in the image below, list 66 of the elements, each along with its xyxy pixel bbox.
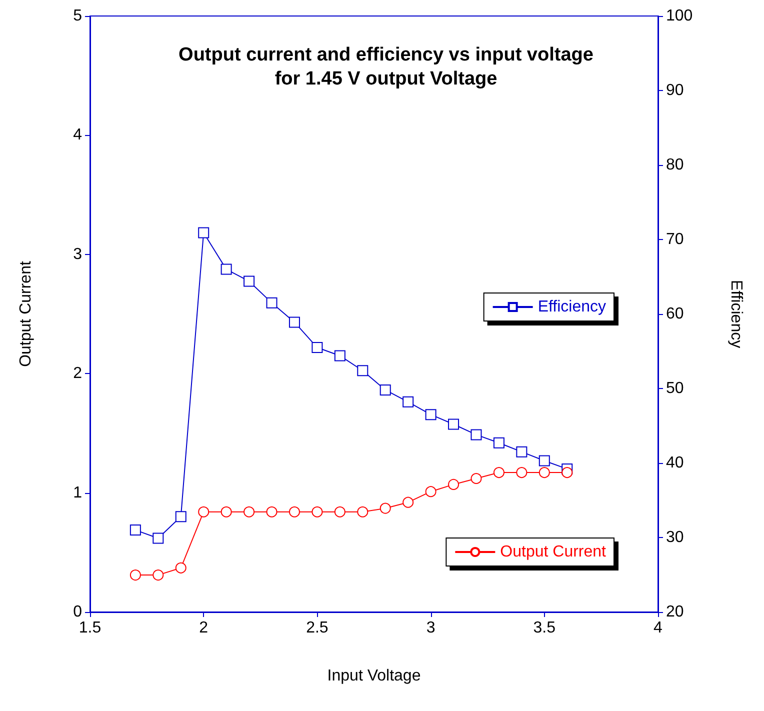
x-tick-label: 3 <box>426 620 436 636</box>
point <box>288 506 300 518</box>
y-tick-label: 2 <box>73 365 82 382</box>
point <box>380 384 391 396</box>
point <box>357 506 368 518</box>
y-tick-label: 5 <box>73 8 82 24</box>
y-tick-label: 4 <box>73 126 82 144</box>
point <box>198 227 210 238</box>
point <box>266 506 278 518</box>
point <box>175 562 186 574</box>
point <box>220 264 232 275</box>
y2-axis-title: Efficiency <box>728 280 744 348</box>
point <box>425 486 436 498</box>
point <box>493 467 504 478</box>
point <box>130 570 141 581</box>
y-tick-label: 3 <box>73 246 82 263</box>
point <box>538 467 550 478</box>
point <box>152 532 164 544</box>
y2-tick-label: 20 <box>666 604 684 620</box>
y-tick-label: 1 <box>73 484 82 502</box>
y2-tick-label: 40 <box>666 454 684 472</box>
x-tick-label: 1.5 <box>78 620 102 636</box>
y2-tick-label: 50 <box>666 380 684 397</box>
x-tick-label: 4 <box>654 620 663 636</box>
point <box>516 467 528 478</box>
point <box>516 446 528 458</box>
point <box>425 409 436 420</box>
point <box>448 418 460 430</box>
point <box>152 570 164 581</box>
y-tick-label: 0 <box>73 604 82 620</box>
legend-label: Output Current <box>500 544 607 560</box>
point <box>380 502 391 514</box>
point <box>244 276 255 287</box>
y2-tick-label: 70 <box>666 231 684 248</box>
y2-tick-label: 60 <box>666 306 684 322</box>
point <box>448 478 460 490</box>
y2-tick-label: 30 <box>666 529 684 546</box>
point <box>402 396 414 408</box>
point <box>266 297 278 308</box>
point <box>198 506 210 518</box>
point <box>402 496 414 508</box>
point <box>334 506 346 518</box>
point <box>470 473 482 484</box>
y-axis-title: Output Current <box>18 260 34 367</box>
point <box>312 506 323 518</box>
x-tick-label: 2.5 <box>306 620 328 636</box>
point <box>470 429 482 440</box>
point <box>312 342 323 354</box>
point <box>130 524 141 536</box>
point <box>175 511 186 522</box>
point <box>357 365 368 376</box>
y2-tick-label: 90 <box>666 82 684 99</box>
point <box>538 455 550 466</box>
point <box>288 316 300 328</box>
point <box>220 506 232 518</box>
x-tick-label: 2 <box>199 620 208 636</box>
x-axis-title: Input Voltage <box>327 668 421 684</box>
legend-label: Efficiency <box>538 298 606 316</box>
y2-tick-label: 100 <box>666 8 693 24</box>
point <box>334 350 346 362</box>
point <box>244 506 255 518</box>
text: Output current and efficiency vs input voltage for 1.45 V output Voltage <box>178 44 594 90</box>
y2-tick-label: 80 <box>666 156 684 174</box>
x-tick-label: 3.5 <box>533 620 556 636</box>
point <box>493 437 504 448</box>
point <box>562 467 573 478</box>
